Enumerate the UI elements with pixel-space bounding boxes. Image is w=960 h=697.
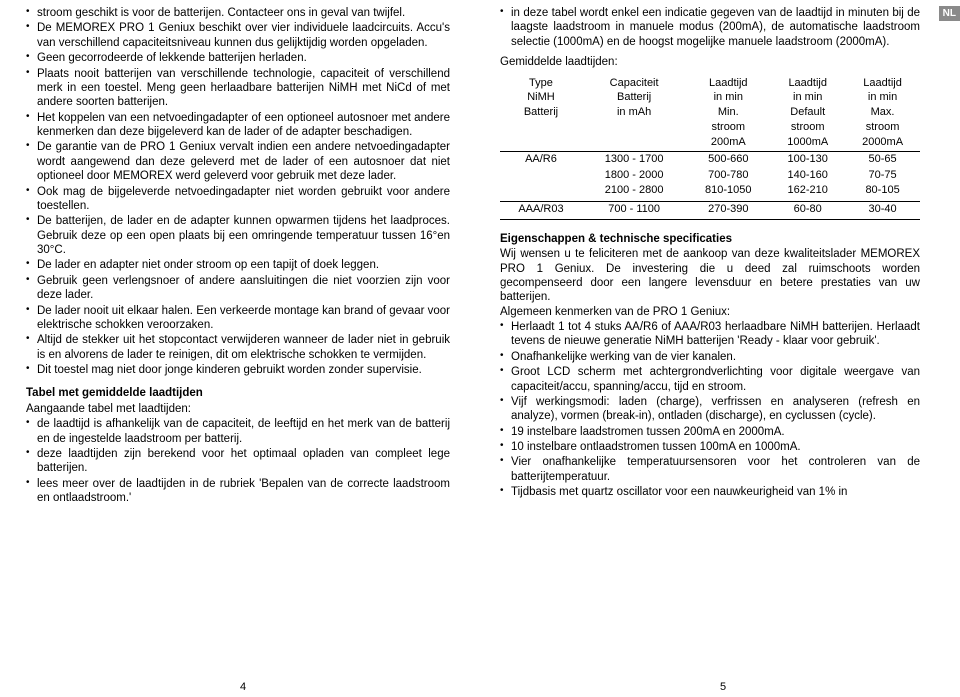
list-item: Gebruik geen verlengsnoer of andere aans… <box>26 274 450 303</box>
specs-list: Herlaadt 1 tot 4 stuks AA/R6 of AAA/R03 … <box>500 320 920 500</box>
list-item: De garantie van de PRO 1 Geniux vervalt … <box>26 140 450 183</box>
list-item: Geen gecorrodeerde of lekkende batterije… <box>26 51 450 65</box>
list-item: Ook mag de bijgeleverde netvoedingadapte… <box>26 185 450 214</box>
list-item: Groot LCD scherm met achtergrondverlicht… <box>500 365 920 394</box>
list-item: stroom geschikt is voor de batterijen. C… <box>26 6 450 20</box>
language-tab: NL <box>939 6 960 21</box>
specs-heading: Eigenschappen & technische specificaties <box>500 232 920 246</box>
specs-intro: Wij wensen u te feliciteren met de aanko… <box>500 247 920 305</box>
list-item: De lader en adapter niet onder stroom op… <box>26 258 450 272</box>
list-item: Het koppelen van een netvoedingadapter o… <box>26 111 450 140</box>
list-item: Vier onafhankelijke temperatuursensoren … <box>500 455 920 484</box>
list-item: De MEMOREX PRO 1 Geniux beschikt over vi… <box>26 21 450 50</box>
list-item: lees meer over de laadtijden in de rubri… <box>26 477 450 506</box>
list-item: de laadtijd is afhankelijk van de capaci… <box>26 417 450 446</box>
list-item: 10 instelbare ontlaadstromen tussen 100m… <box>500 440 920 454</box>
list-item: Herlaadt 1 tot 4 stuks AA/R6 of AAA/R03 … <box>500 320 920 349</box>
charge-times-subheading: Aangaande tabel met laadtijden: <box>26 402 450 416</box>
charge-times-table: TypeCapaciteitLaadtijdLaadtijdLaadtijd N… <box>500 76 920 220</box>
specs-subheading: Algemeen kenmerken van de PRO 1 Geniux: <box>500 305 920 319</box>
right-column: in deze tabel wordt enkel een indicatie … <box>480 0 960 697</box>
list-item: De batterijen, de lader en de adapter ku… <box>26 214 450 257</box>
avg-charge-times-title: Gemiddelde laadtijden: <box>500 55 920 69</box>
list-item: Plaats nooit batterijen van verschillend… <box>26 67 450 110</box>
list-item: Dit toestel mag niet door jonge kinderen… <box>26 363 450 377</box>
list-item: Vijf werkingsmodi: laden (charge), verfr… <box>500 395 920 424</box>
left-column: stroom geschikt is voor de batterijen. C… <box>0 0 480 697</box>
page-number-left: 4 <box>240 681 246 693</box>
list-item: Altijd de stekker uit het stopcontact ve… <box>26 333 450 362</box>
right-intro-list: in deze tabel wordt enkel een indicatie … <box>500 6 920 49</box>
list-item: Tijdbasis met quartz oscillator voor een… <box>500 485 920 499</box>
charge-times-heading: Tabel met gemiddelde laadtijden <box>26 386 450 400</box>
page-number-right: 5 <box>720 681 726 693</box>
list-item: De lader nooit uit elkaar halen. Een ver… <box>26 304 450 333</box>
list-item: in deze tabel wordt enkel een indicatie … <box>500 6 920 49</box>
list-item: deze laadtijden zijn berekend voor het o… <box>26 447 450 476</box>
charge-times-notes: de laadtijd is afhankelijk van de capaci… <box>26 417 450 505</box>
warnings-list: stroom geschikt is voor de batterijen. C… <box>26 6 450 377</box>
list-item: 19 instelbare laadstromen tussen 200mA e… <box>500 425 920 439</box>
list-item: Onafhankelijke werking van de vier kanal… <box>500 350 920 364</box>
